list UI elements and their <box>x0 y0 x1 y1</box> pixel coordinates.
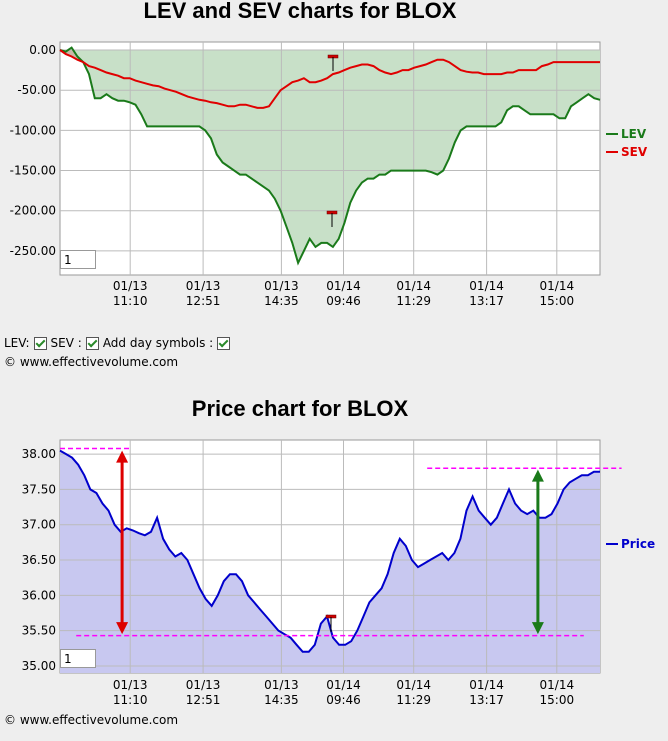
y-tick-label: 36.00 <box>22 588 56 602</box>
price-range-input[interactable]: 1 <box>60 649 96 668</box>
y-tick-label: -50.00 <box>17 83 56 97</box>
x-tick-label: 01/13 <box>264 279 299 293</box>
x-tick-label: 11:29 <box>396 693 431 707</box>
series-line-lev <box>59 46 601 266</box>
x-tick-label: 13:17 <box>469 294 504 308</box>
x-tick-label: 12:51 <box>186 294 221 308</box>
annotation-arrow-head <box>531 469 544 482</box>
x-tick-label: 14:35 <box>264 294 299 308</box>
chart-0: LEV and SEV charts for BLOX 0.00 -50.00 -10… <box>10 0 648 308</box>
x-tick-label: 01/14 <box>396 279 431 293</box>
x-tick-label: 01/14 <box>326 678 361 692</box>
x-tick-label: 11:29 <box>396 294 431 308</box>
x-tick-label: 01/14 <box>396 678 431 692</box>
chart-controls: LEV: SEV : Add day symbols : <box>4 336 231 350</box>
lev-checkbox[interactable] <box>33 336 47 350</box>
x-tick-label: 09:46 <box>326 693 361 707</box>
y-tick-label: -250.00 <box>10 244 56 258</box>
annotation-arrow-head <box>531 622 544 635</box>
day-symbols-label: Add day symbols : <box>102 336 214 350</box>
lev-range-input[interactable]: 1 <box>60 250 96 269</box>
x-tick-label: 01/13 <box>264 678 299 692</box>
x-tick-label: 01/13 <box>113 279 148 293</box>
series-fill-price <box>60 450 600 673</box>
x-tick-label: 01/13 <box>113 678 148 692</box>
chart-title: Price chart for BLOX <box>192 396 409 421</box>
y-tick-label: 35.00 <box>22 659 56 673</box>
lev-label: LEV: <box>4 336 30 350</box>
copyright-bottom: © www.effectivevolume.com <box>4 713 179 727</box>
legend-label: Price <box>621 537 655 551</box>
x-tick-label: 13:17 <box>469 693 504 707</box>
x-tick-label: 15:00 <box>540 693 575 707</box>
x-tick-label: 01/14 <box>469 279 504 293</box>
x-tick-label: 11:10 <box>113 294 148 308</box>
chart-1: Price chart for BLOX 38.00 37.50 37.00 36.50… <box>22 396 655 707</box>
y-tick-label: 38.00 <box>22 447 56 461</box>
y-tick-label: -100.00 <box>10 123 56 137</box>
series-line-price <box>59 449 600 653</box>
y-tick-label: -200.00 <box>10 204 56 218</box>
x-tick-label: 01/14 <box>326 279 361 293</box>
legend-label: SEV <box>621 145 648 159</box>
x-tick-label: 01/13 <box>186 678 221 692</box>
x-tick-label: 11:10 <box>113 693 148 707</box>
sev-label: SEV : <box>50 336 82 350</box>
series-line-sev <box>59 49 600 109</box>
x-tick-label: 01/14 <box>540 678 575 692</box>
x-tick-label: 15:00 <box>540 294 575 308</box>
day-symbols-checkbox[interactable] <box>217 336 231 350</box>
y-tick-label: -150.00 <box>10 164 56 178</box>
x-tick-label: 09:46 <box>326 294 361 308</box>
y-tick-label: 37.00 <box>22 518 56 532</box>
x-tick-label: 01/14 <box>540 279 575 293</box>
x-tick-label: 12:51 <box>186 693 221 707</box>
x-tick-label: 01/13 <box>186 279 221 293</box>
annotation-arrow-head <box>116 450 129 463</box>
y-tick-label: 37.50 <box>22 482 56 496</box>
y-tick-label: 36.50 <box>22 553 56 567</box>
chart-title: LEV and SEV charts for BLOX <box>144 0 457 23</box>
y-tick-label: 0.00 <box>29 43 56 57</box>
series-fill-lev <box>60 47 600 263</box>
copyright-top: © www.effectivevolume.com <box>4 355 179 369</box>
x-tick-label: 14:35 <box>264 693 299 707</box>
legend-label: LEV <box>621 127 647 141</box>
x-tick-label: 01/14 <box>469 678 504 692</box>
sev-checkbox[interactable] <box>85 336 99 350</box>
y-tick-label: 35.50 <box>22 624 56 638</box>
annotation-arrow-head <box>116 622 129 635</box>
